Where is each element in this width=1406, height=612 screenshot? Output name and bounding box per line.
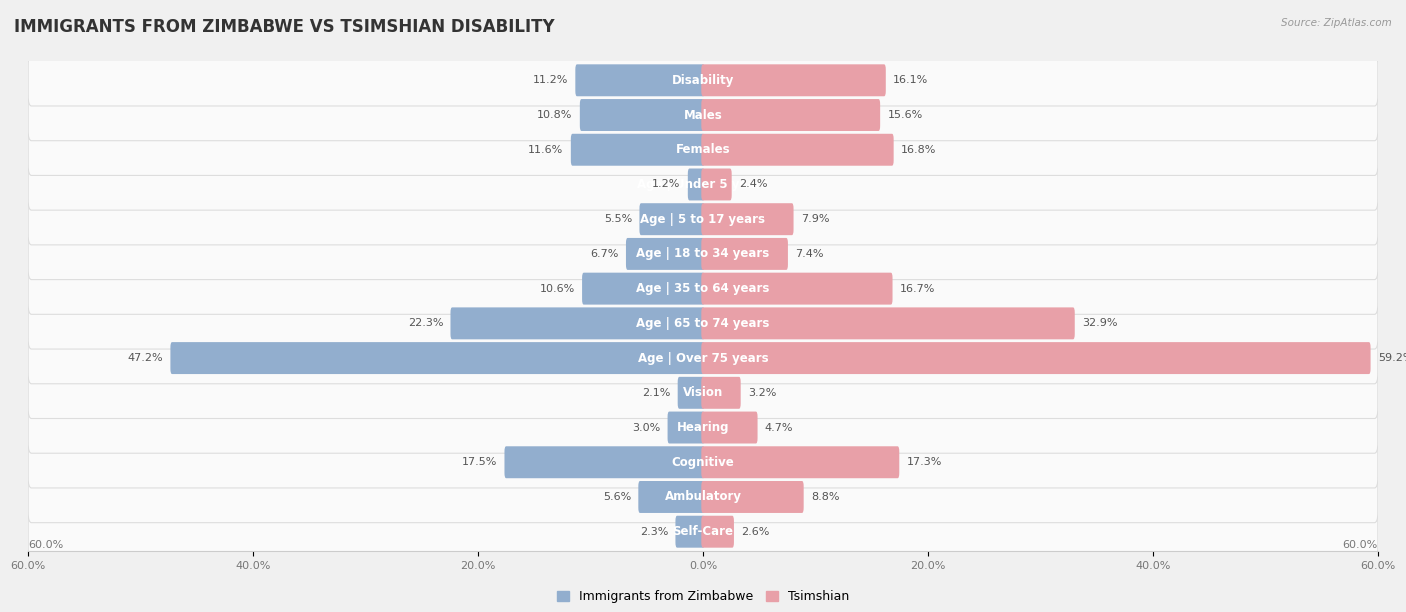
FancyBboxPatch shape (702, 377, 741, 409)
Text: 16.8%: 16.8% (901, 145, 936, 155)
FancyBboxPatch shape (702, 134, 894, 166)
FancyBboxPatch shape (28, 228, 1378, 280)
Text: 4.7%: 4.7% (765, 422, 793, 433)
Text: 17.3%: 17.3% (907, 457, 942, 467)
FancyBboxPatch shape (675, 516, 704, 548)
Text: 60.0%: 60.0% (28, 540, 63, 550)
Text: Age | 65 to 74 years: Age | 65 to 74 years (637, 317, 769, 330)
Text: 2.4%: 2.4% (740, 179, 768, 190)
Text: 7.4%: 7.4% (796, 249, 824, 259)
FancyBboxPatch shape (28, 297, 1378, 349)
Text: Ambulatory: Ambulatory (665, 490, 741, 504)
Text: Self-Care: Self-Care (672, 525, 734, 538)
Text: Age | 18 to 34 years: Age | 18 to 34 years (637, 247, 769, 261)
Text: 11.6%: 11.6% (529, 145, 564, 155)
Text: Age | Under 5 years: Age | Under 5 years (637, 178, 769, 191)
FancyBboxPatch shape (28, 506, 1378, 558)
FancyBboxPatch shape (28, 436, 1378, 488)
Text: 1.2%: 1.2% (652, 179, 681, 190)
Text: 5.6%: 5.6% (603, 492, 631, 502)
FancyBboxPatch shape (579, 99, 704, 131)
Text: Source: ZipAtlas.com: Source: ZipAtlas.com (1281, 18, 1392, 28)
Text: 22.3%: 22.3% (408, 318, 443, 329)
Text: 6.7%: 6.7% (591, 249, 619, 259)
FancyBboxPatch shape (28, 89, 1378, 141)
Text: Males: Males (683, 108, 723, 122)
FancyBboxPatch shape (28, 332, 1378, 384)
Text: 5.5%: 5.5% (605, 214, 633, 224)
FancyBboxPatch shape (170, 342, 704, 374)
Text: 15.6%: 15.6% (887, 110, 922, 120)
Text: Cognitive: Cognitive (672, 456, 734, 469)
FancyBboxPatch shape (28, 402, 1378, 453)
FancyBboxPatch shape (702, 307, 1074, 339)
FancyBboxPatch shape (702, 411, 758, 444)
FancyBboxPatch shape (702, 273, 893, 305)
FancyBboxPatch shape (28, 54, 1378, 106)
Text: 17.5%: 17.5% (461, 457, 498, 467)
FancyBboxPatch shape (702, 446, 900, 478)
FancyBboxPatch shape (28, 263, 1378, 315)
FancyBboxPatch shape (702, 203, 793, 235)
Text: Age | Over 75 years: Age | Over 75 years (638, 351, 768, 365)
Text: 10.8%: 10.8% (537, 110, 572, 120)
Text: 60.0%: 60.0% (1343, 540, 1378, 550)
Text: Age | 35 to 64 years: Age | 35 to 64 years (637, 282, 769, 295)
Text: 10.6%: 10.6% (540, 283, 575, 294)
FancyBboxPatch shape (450, 307, 704, 339)
Text: 3.2%: 3.2% (748, 388, 776, 398)
Text: 7.9%: 7.9% (801, 214, 830, 224)
FancyBboxPatch shape (702, 99, 880, 131)
FancyBboxPatch shape (702, 238, 787, 270)
FancyBboxPatch shape (575, 64, 704, 96)
Text: 2.3%: 2.3% (640, 527, 668, 537)
FancyBboxPatch shape (626, 238, 704, 270)
Text: 47.2%: 47.2% (128, 353, 163, 363)
Text: 2.6%: 2.6% (741, 527, 769, 537)
FancyBboxPatch shape (702, 168, 731, 201)
Text: 11.2%: 11.2% (533, 75, 568, 85)
FancyBboxPatch shape (28, 124, 1378, 176)
Text: 3.0%: 3.0% (633, 422, 661, 433)
Text: Disability: Disability (672, 74, 734, 87)
Text: Vision: Vision (683, 386, 723, 399)
FancyBboxPatch shape (640, 203, 704, 235)
FancyBboxPatch shape (702, 516, 734, 548)
Text: 32.9%: 32.9% (1083, 318, 1118, 329)
FancyBboxPatch shape (28, 193, 1378, 245)
FancyBboxPatch shape (702, 342, 1371, 374)
FancyBboxPatch shape (28, 159, 1378, 210)
FancyBboxPatch shape (668, 411, 704, 444)
Text: 8.8%: 8.8% (811, 492, 839, 502)
Text: 16.7%: 16.7% (900, 283, 935, 294)
FancyBboxPatch shape (582, 273, 704, 305)
FancyBboxPatch shape (688, 168, 704, 201)
Text: IMMIGRANTS FROM ZIMBABWE VS TSIMSHIAN DISABILITY: IMMIGRANTS FROM ZIMBABWE VS TSIMSHIAN DI… (14, 18, 555, 36)
Legend: Immigrants from Zimbabwe, Tsimshian: Immigrants from Zimbabwe, Tsimshian (551, 585, 855, 608)
Text: 16.1%: 16.1% (893, 75, 928, 85)
FancyBboxPatch shape (571, 134, 704, 166)
FancyBboxPatch shape (702, 64, 886, 96)
FancyBboxPatch shape (28, 367, 1378, 419)
FancyBboxPatch shape (678, 377, 704, 409)
FancyBboxPatch shape (505, 446, 704, 478)
Text: Females: Females (676, 143, 730, 156)
FancyBboxPatch shape (702, 481, 804, 513)
Text: 59.2%: 59.2% (1378, 353, 1406, 363)
FancyBboxPatch shape (638, 481, 704, 513)
Text: Age | 5 to 17 years: Age | 5 to 17 years (641, 213, 765, 226)
Text: 2.1%: 2.1% (643, 388, 671, 398)
Text: Hearing: Hearing (676, 421, 730, 434)
FancyBboxPatch shape (28, 471, 1378, 523)
